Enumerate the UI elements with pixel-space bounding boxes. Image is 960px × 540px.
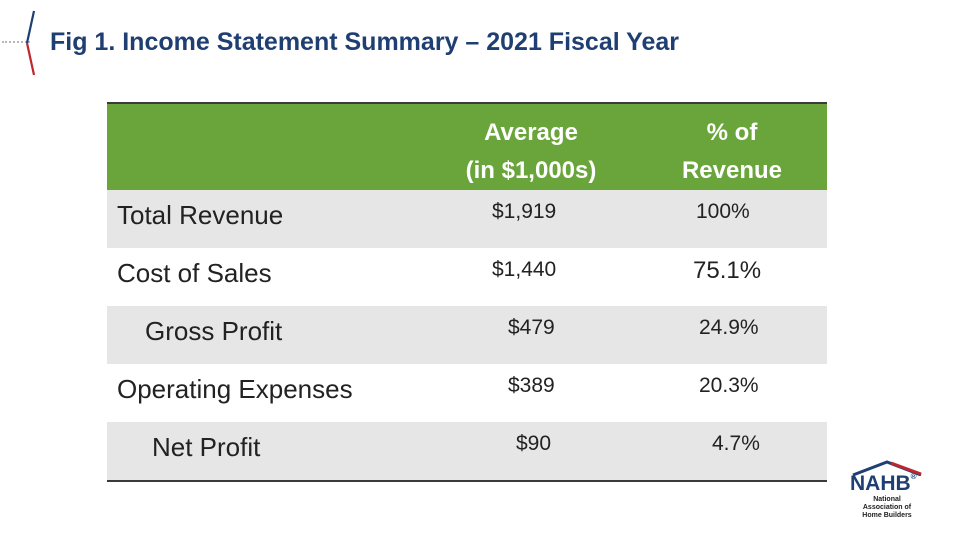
row-average: $389 [508, 374, 555, 397]
row-label: Gross Profit [145, 316, 283, 346]
row-label: Cost of Sales [117, 258, 272, 288]
row-percent: 24.9% [699, 316, 759, 339]
table-row: Cost of Sales $1,440 75.1% [107, 248, 827, 306]
table-header-row: Average (in $1,000s) % of Revenue [107, 104, 827, 190]
row-percent: 100% [696, 200, 750, 223]
table-row: Net Profit $90 4.7% [107, 422, 827, 480]
column-header-average: Average (in $1,000s) [465, 119, 597, 184]
row-percent: 75.1% [693, 257, 762, 284]
house-roof-icon [852, 460, 922, 476]
row-average: $90 [516, 432, 552, 455]
row-average: $1,919 [492, 200, 557, 223]
row-percent: 20.3% [699, 374, 759, 397]
table-row: Total Revenue $1,919 100% [107, 190, 827, 248]
slide-title: Fig 1. Income Statement Summary – 2021 F… [50, 28, 680, 56]
table-row: Gross Profit $479 24.9% [107, 306, 827, 364]
column-header-percent-of-revenue: % of Revenue [681, 119, 783, 184]
decorative-dotted-line [2, 41, 30, 43]
logo-wordmark: NAHB® [850, 472, 917, 495]
row-label: Total Revenue [117, 200, 284, 230]
income-statement-table: Average (in $1,000s) % of Revenue Total … [107, 102, 827, 482]
logo-subtitle: National Association of Home Builders [862, 496, 912, 519]
row-label: Operating Expenses [117, 374, 353, 404]
row-label: Net Profit [152, 432, 261, 462]
table-row: Operating Expenses $389 20.3% [107, 364, 827, 422]
row-average: $1,440 [492, 258, 557, 281]
bracket-accent-icon [25, 10, 36, 76]
row-percent: 4.7% [712, 432, 760, 455]
row-average: $479 [508, 316, 555, 339]
nahb-logo: NAHB® National Association of Home Build… [846, 460, 930, 519]
